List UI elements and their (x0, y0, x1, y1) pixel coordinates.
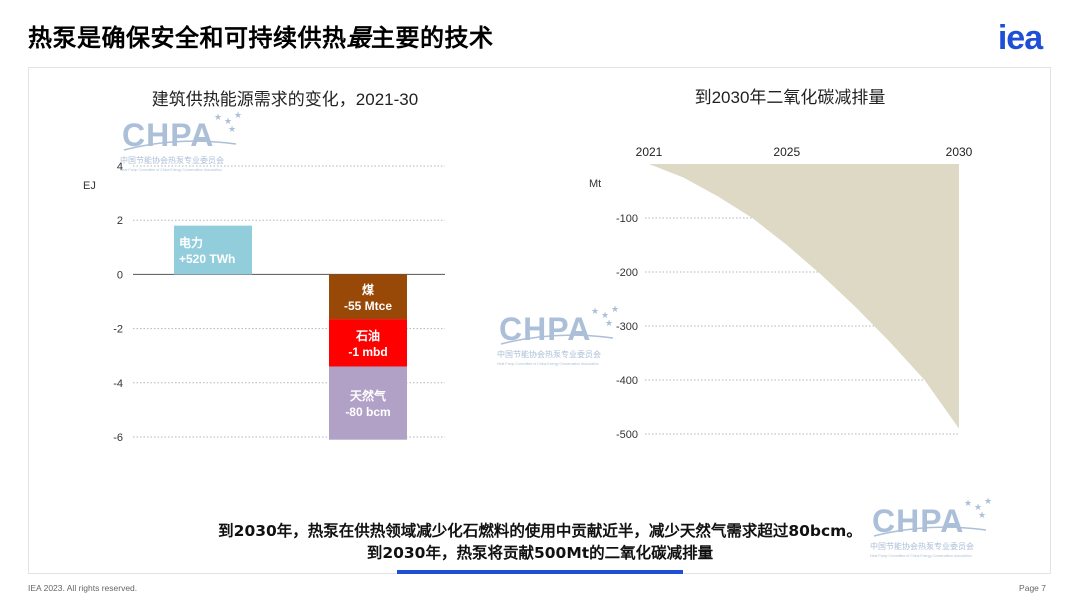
y-axis-label: Mt (589, 178, 601, 190)
star-icon: ★ (234, 111, 242, 121)
star-icon: ★ (214, 113, 222, 123)
star-icon: ★ (978, 511, 986, 521)
bar-label: 煤 (362, 282, 374, 297)
chpa-subtitle: 中国节能协会热泵专业委员会 (497, 349, 601, 359)
star-icon: ★ (228, 125, 236, 135)
co2-reduction-area-chart: -100 -200 -300 -400 -500 2021 2025 2030 Mt (589, 145, 973, 441)
iea-logo: iea (998, 20, 1045, 56)
y-tick-label: -100 (616, 213, 638, 225)
bar-value-label: -1 mbd (348, 345, 387, 359)
y-tick-label: -300 (616, 321, 638, 333)
y-tick-label: -200 (616, 267, 638, 279)
bar (329, 319, 407, 367)
slide-title: 热泵是确保安全和可持续供热最主要的技术 (28, 24, 494, 52)
chpa-subtitle-en: Heat Pump Committee of China Energy Cons… (870, 554, 972, 558)
left-chart-title: 建筑供热能源需求的变化，2021-30 (151, 90, 419, 109)
right-chart-title: 到2030年二氧化碳减排量 (694, 88, 886, 107)
star-icon: ★ (224, 117, 232, 127)
bar (174, 225, 252, 275)
star-icon: ★ (601, 311, 609, 321)
star-icon: ★ (984, 497, 992, 507)
bar-value-label: -55 Mtce (344, 299, 392, 313)
y-tick-label: 4 (117, 161, 123, 173)
y-tick-label: -6 (113, 432, 123, 444)
y-tick-label: -500 (616, 429, 638, 441)
bar-value-label: -80 bcm (345, 405, 390, 419)
star-icon: ★ (611, 305, 619, 315)
accent-underline (397, 570, 683, 574)
swoosh-mark (873, 526, 987, 537)
bar-label: 石油 (355, 328, 380, 343)
page-number: Page 7 (1019, 583, 1046, 593)
copyright-footer: IEA 2023. All rights reserved. (28, 583, 138, 593)
star-icon: ★ (605, 319, 613, 329)
x-tick-label: 2021 (636, 145, 663, 159)
energy-demand-bar-chart: 4 2 0 -2 -4 -6 EJ 电力 +520 TWh 煤 -55 Mtce 石油 -1 mbd 天然… (83, 161, 445, 444)
swoosh-mark (500, 334, 614, 345)
swoosh-mark (123, 140, 237, 151)
svg-text:iea: iea (998, 20, 1044, 56)
star-icon: ★ (591, 307, 599, 317)
y-tick-label: -4 (113, 378, 123, 390)
bar-label: 天然气 (350, 388, 386, 403)
bar (329, 366, 407, 440)
bar (329, 274, 407, 320)
chpa-subtitle-en: Heat Pump Committee of China Energy Cons… (497, 362, 599, 366)
conclusion-line-1: 到2030年，热泵在供热领域减少化石燃料的使用中贡献近半，减少天然气需求超过80… (218, 522, 862, 540)
star-icon: ★ (964, 499, 972, 509)
y-tick-label: -2 (113, 324, 123, 336)
y-axis-label: EJ (83, 180, 96, 192)
conclusion-line-2: 到2030年，热泵将贡献500Mt的二氧化碳减排量 (366, 544, 714, 562)
chpa-subtitle: 中国节能协会热泵专业委员会 (870, 541, 974, 551)
chpa-subtitle: 中国节能协会热泵专业委员会 (120, 155, 224, 165)
x-tick-label: 2030 (946, 145, 973, 159)
title-emphasis: 最 (346, 24, 371, 52)
x-tick-label: 2025 (773, 145, 800, 159)
bar-label: 电力 (179, 235, 203, 250)
area-series (649, 164, 959, 429)
bar-value-label: +520 TWh (179, 252, 235, 266)
chpa-subtitle-en: Heat Pump Committee of China Energy Cons… (120, 168, 222, 172)
star-icon: ★ (974, 503, 982, 513)
y-tick-label: 2 (117, 215, 123, 227)
y-tick-label: 0 (117, 269, 123, 281)
y-tick-label: -400 (616, 375, 638, 387)
